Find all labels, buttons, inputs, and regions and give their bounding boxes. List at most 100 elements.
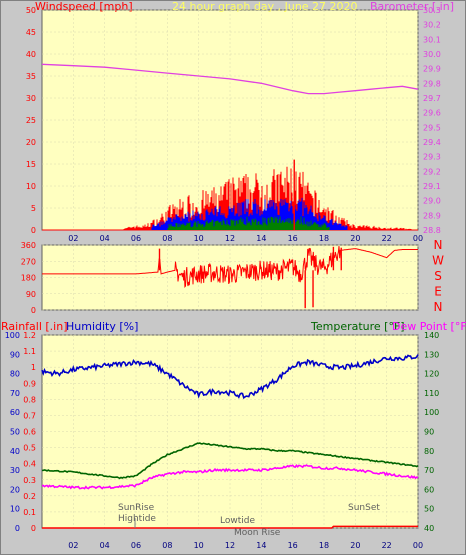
barometer-tick-label: 30.2 [423,21,441,30]
sunset-label: SunSet [348,503,380,513]
humidity-tick-label: 60 [10,408,20,417]
wind-x-tick-label: 00 [413,234,423,243]
windspeed-axis-title: Windspeed [mph] [35,0,133,13]
humidity-tick-label: 20 [10,485,20,494]
direction-tick-label: 360 [21,241,36,250]
direction-line [42,246,418,288]
chart-title: 24 hour graph day , June 27 2020 [172,0,358,13]
direction-letter: N [434,300,443,314]
humidity-axis-title: Humidity [%] [66,320,138,333]
temperature-axis-title: Temperature [°F] [310,320,405,333]
wind-chart: 0 5 10 15 20 25 30 35 40 45 50 28.8 28.9 29.0 29.1 29.2… [26,6,441,243]
humidity-tick-label: 90 [10,350,20,359]
temperature-tick-label: 140 [424,331,439,340]
temp-x-tick-label: 20 [350,541,360,550]
temperature-tick-label: 80 [424,447,434,456]
temp-x-tick-label: 06 [131,541,141,550]
rain-tick-label: 0.4 [23,460,36,469]
humidity-tick-label: 80 [10,370,20,379]
barometer-tick-label: 29.4 [423,138,441,147]
barometer-axis-title: Barometer [.in] [370,0,454,13]
direction-letter: N [434,238,443,252]
barometer-tick-label: 30.3 [423,6,441,15]
temp-x-tick-label: 08 [162,541,172,550]
rain-tick-label: 0.6 [23,428,36,437]
temperature-tick-label: 110 [424,389,439,398]
wind-x-tick-label: 08 [162,234,172,243]
lowtide-label: Lowtide [220,516,255,526]
rain-tick-label: 0.7 [23,411,36,420]
rain-tick-label: 0 [31,524,36,533]
wind-tick-label: 15 [26,160,36,169]
event-labels: SunRise Hightide Lowtide Moon Rise SunSe… [118,503,380,538]
wind-x-tick-label: 22 [382,234,392,243]
rain-tick-label: 0.1 [23,508,36,517]
rain-tick-label: 1.1 [23,347,36,356]
temp-x-tick-label: 10 [194,541,204,550]
direction-letter: E [434,285,442,299]
wind-x-tick-label: 14 [256,234,266,243]
humidity-tick-label: 70 [10,389,20,398]
temp-x-tick-label: 22 [382,541,392,550]
temp-x-tick-label: 18 [319,541,329,550]
wind-tick-label: 5 [31,204,36,213]
rainfall-axis-title: Rainfall [.in] [1,320,68,333]
humidity-tick-label: 50 [10,428,20,437]
temperature-chart: 010203040506070809010000.10.20.30.40.50.… [5,331,440,550]
direction-tick-label: 0 [31,306,36,315]
humidity-tick-label: 30 [10,466,20,475]
barometer-tick-label: 28.8 [423,226,441,235]
humidity-tick-label: 0 [15,524,20,533]
direction-tick-label: 270 [21,257,36,266]
barometer-tick-label: 29.0 [423,197,441,206]
wind-tick-label: 20 [26,138,36,147]
rain-tick-label: 1 [31,363,36,372]
barometer-line [41,63,419,95]
temperature-tick-label: 120 [424,370,439,379]
barometer-tick-label: 29.7 [423,94,441,103]
humidity-line [41,354,419,400]
temp-x-tick-label: 02 [68,541,78,550]
wind-x-tick-label: 04 [100,234,110,243]
temp-x-tick-label: 12 [225,541,235,550]
barometer-tick-label: 29.8 [423,79,441,88]
wind-x-tick-label: 02 [68,234,78,243]
rain-tick-label: 0.9 [23,379,36,388]
temperature-line [41,442,419,480]
wind-x-tick-label: 10 [194,234,204,243]
hightide-label: Hightide [118,514,156,524]
temperature-tick-label: 130 [424,350,439,359]
rain-tick-label: 0.2 [23,492,36,501]
barometer-tick-label: 29.1 [423,182,441,191]
temperature-tick-label: 90 [424,428,434,437]
temp-x-tick-label: 14 [256,541,266,550]
humidity-tick-label: 10 [10,505,20,514]
dewpoint-axis-title: Dew Point [°F] [392,320,466,333]
barometer-tick-label: 29.3 [423,153,441,162]
direction-tick-label: 180 [21,274,36,283]
dewpoint-line [41,463,419,490]
barometer-tick-label: 29.5 [423,123,441,132]
wind-x-tick-label: 16 [288,234,298,243]
barometer-tick-label: 29.9 [423,65,441,74]
temperature-tick-label: 100 [424,408,439,417]
temp-x-tick-label: 16 [288,541,298,550]
wind-tick-label: 35 [26,72,36,81]
barometer-tick-label: 30.0 [423,50,441,59]
rainfall-line [42,525,418,529]
wind-tick-label: 10 [26,182,36,191]
wind-tick-label: 50 [26,6,36,15]
direction-chart: 0 90 180 270 360 [21,241,419,315]
wind-tick-label: 45 [26,28,36,37]
temperature-tick-label: 40 [424,524,434,533]
temperature-tick-label: 60 [424,485,434,494]
barometer-tick-label: 28.9 [423,211,441,220]
wind-tick-label: 30 [26,94,36,103]
wind-tick-label: 40 [26,50,36,59]
humidity-tick-label: 100 [5,331,20,340]
rain-tick-label: 0.5 [23,444,36,453]
direction-letter: W [432,254,444,268]
